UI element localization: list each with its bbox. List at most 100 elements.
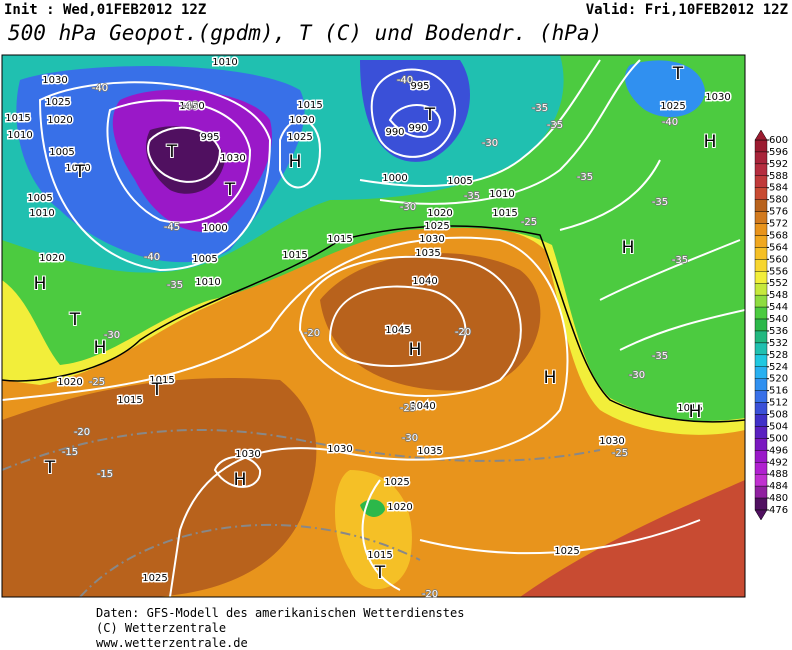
isobar-label: 1020: [289, 115, 314, 126]
isobar-label: 1020: [47, 115, 72, 126]
isobar-label: 1000: [65, 163, 90, 174]
colorbar-swatch: [754, 390, 768, 403]
colorbar-swatch: [754, 318, 768, 332]
colorbar-swatch: [754, 151, 768, 165]
temperature-label: -35: [532, 103, 548, 114]
colorbar-swatch: [754, 199, 768, 212]
isobar: [38, 81, 272, 272]
isobar: [328, 285, 467, 367]
temperature-label: -20: [74, 427, 90, 438]
colorbar-swatch: [754, 497, 768, 511]
temperature-label: -25: [89, 377, 105, 388]
temperature-label: -20: [455, 327, 471, 338]
colorbar-swatch: [754, 378, 768, 391]
isobar-label: 1020: [427, 208, 452, 219]
pressure-center: T: [672, 64, 684, 84]
isobar: [359, 59, 745, 351]
colorbar-swatch: [754, 306, 768, 320]
isobar-label: 990: [385, 127, 404, 138]
isobar-label: 1035: [415, 248, 440, 259]
pressure-center: T: [44, 458, 56, 478]
footer-url: www.wetterzentrale.de: [96, 636, 248, 650]
isobar-label: 1005: [192, 254, 217, 265]
colorbar-swatch: [754, 473, 768, 487]
pressure-center: T: [374, 563, 386, 583]
isobar-label: 1015: [327, 234, 352, 245]
isobar-label: 1020: [57, 377, 82, 388]
isobar-label: 1015: [5, 113, 30, 124]
colorbar-label: 488: [769, 469, 788, 480]
colorbar-swatch: [754, 163, 768, 177]
temperature-contour: [2, 429, 601, 597]
isobar-label: 1020: [387, 502, 412, 513]
colorbar-label: 504: [769, 421, 788, 432]
pressure-center: H: [409, 340, 422, 360]
temperature-label: -15: [97, 469, 113, 480]
field-blue: [625, 60, 705, 118]
temperature-label: -25: [612, 448, 628, 459]
isobar-label: 1015: [367, 550, 392, 561]
temperature-label: -35: [577, 172, 593, 183]
colorbar-swatch: [754, 414, 768, 427]
temperature-label: -35: [652, 351, 668, 362]
pressure-center: H: [289, 152, 302, 172]
colorbar-label: 532: [769, 338, 788, 349]
isobar-label: 1020: [39, 253, 64, 264]
colorbar-label: 568: [769, 230, 788, 241]
isobar: [298, 255, 522, 397]
colorbar-label: 500: [769, 433, 788, 444]
colorbar-label: 536: [769, 326, 788, 337]
colorbar-swatch: [754, 259, 768, 272]
temperature-label: -30: [400, 202, 416, 213]
colorbar-label: 588: [769, 171, 788, 182]
isobar-label: 1010: [29, 208, 54, 219]
pressure-center: T: [69, 310, 81, 330]
colorbar-label: 592: [769, 159, 788, 170]
colorbar-label: 524: [769, 362, 788, 373]
colorbar: 6005965925885845805765725685645605565525…: [754, 129, 788, 521]
isobar: [361, 479, 701, 591]
valid-time: Valid: Fri,10FEB2012 12Z: [586, 2, 788, 18]
temperature-label: -40: [92, 83, 108, 94]
colorbar-label: 560: [769, 254, 788, 265]
colorbar-swatch: [754, 450, 768, 463]
field-red: [520, 480, 745, 597]
field-yellow: [335, 470, 412, 590]
temperature-label: -35: [547, 120, 563, 131]
colorbar-swatch: [754, 139, 768, 153]
isobar-label: 1005: [49, 147, 74, 158]
temperature-label: -45: [164, 222, 180, 233]
pressure-center: T: [151, 380, 163, 400]
isobar-label: 1045: [385, 325, 410, 336]
isobar-label: 1025: [424, 221, 449, 232]
colorbar-label: 496: [769, 445, 788, 456]
temperature-label: -30: [402, 433, 418, 444]
isobar-label: 1015: [677, 403, 702, 414]
footer-copyright: (C) Wetterzentrale: [96, 621, 226, 635]
map: 1030 1025 1020 1015 1010 1005 1000 1005 1010 1020…: [1, 54, 746, 601]
isobar-label: 1010: [212, 57, 237, 68]
isobar-label: 1040: [412, 276, 437, 287]
colorbar-label: 564: [769, 242, 788, 253]
isobar-label: 1035: [417, 446, 442, 457]
colorbar-label: 548: [769, 290, 788, 301]
isobar: [2, 236, 569, 597]
isobar-label: 1030: [42, 75, 67, 86]
colorbar-swatch: [754, 283, 768, 296]
colorbar-arrow: [754, 129, 768, 141]
colorbar-label: 516: [769, 386, 788, 397]
temperature-label: -45: [182, 101, 198, 112]
colorbar-swatch: [754, 485, 768, 499]
isobar-label: 1000: [202, 223, 227, 234]
isobar-label: 1025: [45, 97, 70, 108]
temperature-label: -25: [521, 217, 537, 228]
colorbar-label: 552: [769, 278, 788, 289]
pressure-center: H: [234, 470, 247, 490]
colorbar-swatch: [754, 426, 768, 439]
colorbar-swatch: [754, 330, 768, 344]
colorbar-label: 572: [769, 219, 788, 230]
isobar-label: 1030: [235, 449, 260, 460]
colorbar-swatch: [754, 342, 768, 356]
colorbar-label: 556: [769, 266, 788, 277]
colorbar-label: 520: [769, 374, 788, 385]
